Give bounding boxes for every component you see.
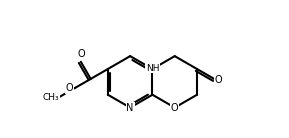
- Text: O: O: [66, 83, 73, 93]
- Text: CH₃: CH₃: [42, 93, 59, 102]
- Text: O: O: [214, 75, 222, 85]
- Text: O: O: [171, 103, 179, 113]
- Text: N: N: [127, 103, 134, 113]
- Text: NH: NH: [146, 63, 159, 72]
- Text: O: O: [78, 49, 86, 59]
